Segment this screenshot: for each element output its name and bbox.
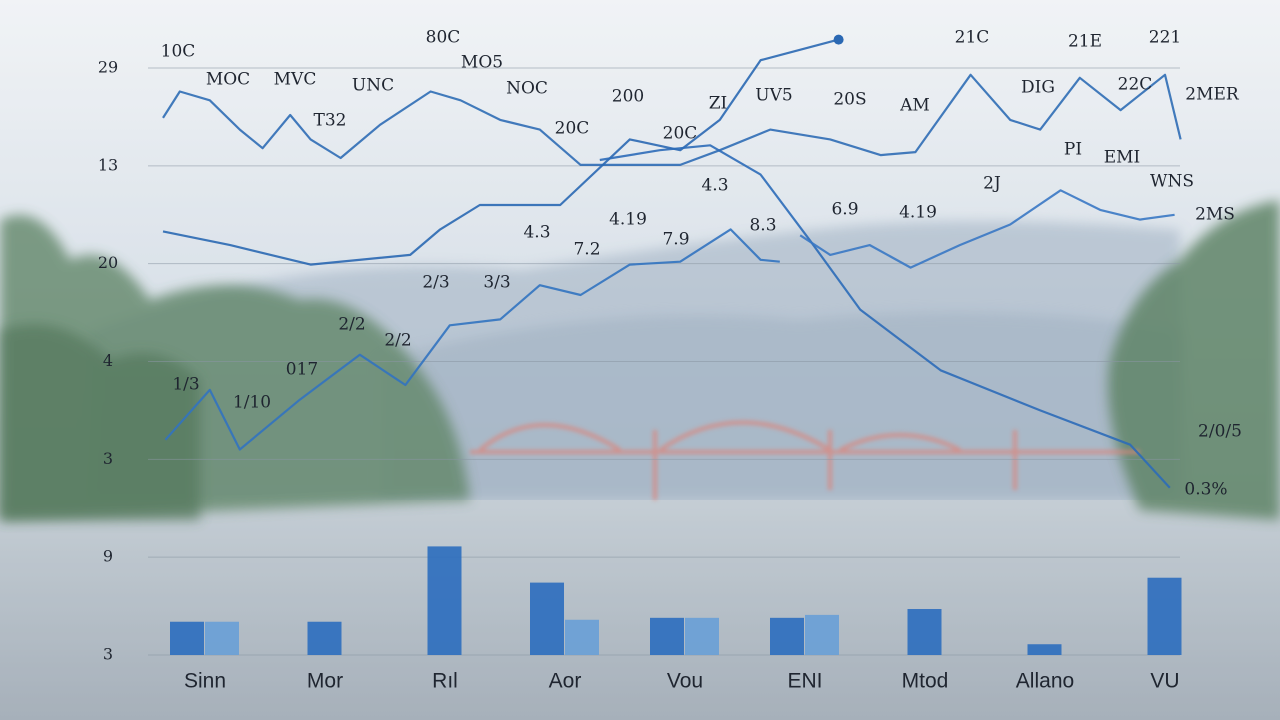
annotation: 1/3 bbox=[172, 375, 199, 395]
x-tick-label: Mtod bbox=[902, 670, 949, 693]
annotation: 7.2 bbox=[573, 240, 600, 260]
annotation: 2/2 bbox=[338, 315, 365, 335]
bar bbox=[530, 582, 564, 655]
annotation: UNC bbox=[352, 76, 394, 96]
line-series bbox=[162, 38, 839, 266]
annotation: 22C bbox=[1118, 75, 1153, 95]
annotation: 20C bbox=[663, 124, 698, 144]
annotation: ZI bbox=[709, 94, 728, 114]
bar bbox=[685, 617, 719, 655]
bar bbox=[170, 621, 204, 655]
annotation: UV5 bbox=[755, 86, 792, 106]
annotation: DIG bbox=[1021, 78, 1055, 98]
bar bbox=[805, 614, 839, 655]
annotation: 2/2 bbox=[384, 331, 411, 351]
annotation: 4.3 bbox=[701, 176, 728, 196]
annotation: 0.3% bbox=[1184, 480, 1227, 500]
y-tick-label: 13 bbox=[98, 155, 118, 174]
annotation: 21C bbox=[955, 28, 990, 48]
annotation: 20S bbox=[833, 90, 866, 110]
annotation: NOC bbox=[506, 79, 548, 99]
x-tick-label: ENI bbox=[787, 670, 822, 693]
annotation: 4.3 bbox=[523, 223, 550, 243]
y-tick-label: 4 bbox=[103, 351, 113, 370]
line-series bbox=[799, 189, 1175, 269]
annotation: 20C bbox=[555, 119, 590, 139]
annotation: 4.19 bbox=[609, 210, 647, 230]
bar bbox=[650, 617, 684, 655]
x-tick-label: Sinn bbox=[184, 670, 226, 693]
annotation: 2MS bbox=[1195, 205, 1235, 225]
x-tick-label: Aor bbox=[549, 670, 582, 693]
line-series bbox=[599, 144, 1171, 489]
line-series bbox=[164, 228, 780, 451]
bar bbox=[770, 617, 804, 655]
y-tick-label: 3 bbox=[103, 645, 113, 664]
annotation: 10C bbox=[161, 42, 196, 62]
annotation: 2J bbox=[983, 174, 1001, 194]
annotation: PI bbox=[1064, 140, 1082, 160]
annotation: 8.3 bbox=[749, 216, 776, 236]
y-tick-label: 20 bbox=[98, 253, 118, 272]
annotation: AM bbox=[899, 96, 930, 116]
annotation: MOC bbox=[206, 70, 250, 90]
line-series bbox=[162, 73, 1182, 166]
x-tick-label: Mor bbox=[307, 670, 343, 693]
annotation: 3/3 bbox=[483, 273, 510, 293]
annotation: T32 bbox=[314, 111, 347, 131]
y-tick-label: 9 bbox=[103, 547, 113, 566]
bar bbox=[907, 609, 942, 655]
y-tick-label: 3 bbox=[103, 449, 113, 468]
x-tick-label: Rıl bbox=[432, 670, 458, 693]
x-tick-label: Vou bbox=[667, 670, 703, 693]
annotation: WNS bbox=[1150, 172, 1194, 192]
annotation: 017 bbox=[286, 360, 318, 380]
bar bbox=[427, 546, 462, 655]
line-end-marker bbox=[833, 34, 844, 45]
annotation: 200 bbox=[612, 87, 644, 107]
annotation: 7.9 bbox=[662, 230, 689, 250]
bar bbox=[307, 621, 342, 655]
annotation: 2/0/5 bbox=[1198, 422, 1242, 442]
annotation: 80C bbox=[426, 28, 461, 48]
bar bbox=[1147, 577, 1182, 655]
x-tick-label: Allano bbox=[1016, 670, 1074, 693]
annotation: 1/10 bbox=[233, 393, 271, 413]
bar bbox=[205, 621, 239, 655]
annotation: 4.19 bbox=[899, 203, 937, 223]
annotation: 21E bbox=[1068, 32, 1102, 52]
annotation: 2MER bbox=[1185, 85, 1240, 105]
y-tick-label: 29 bbox=[98, 58, 118, 77]
annotation: 6.9 bbox=[831, 200, 858, 220]
annotation: EMI bbox=[1104, 148, 1141, 168]
x-tick-label: VU bbox=[1150, 670, 1179, 693]
annotation: MO5 bbox=[461, 53, 503, 73]
bar bbox=[1027, 644, 1062, 655]
annotation: 2/3 bbox=[422, 273, 449, 293]
bar bbox=[565, 619, 599, 655]
annotation: 221 bbox=[1149, 28, 1181, 48]
annotation: MVC bbox=[274, 70, 317, 90]
